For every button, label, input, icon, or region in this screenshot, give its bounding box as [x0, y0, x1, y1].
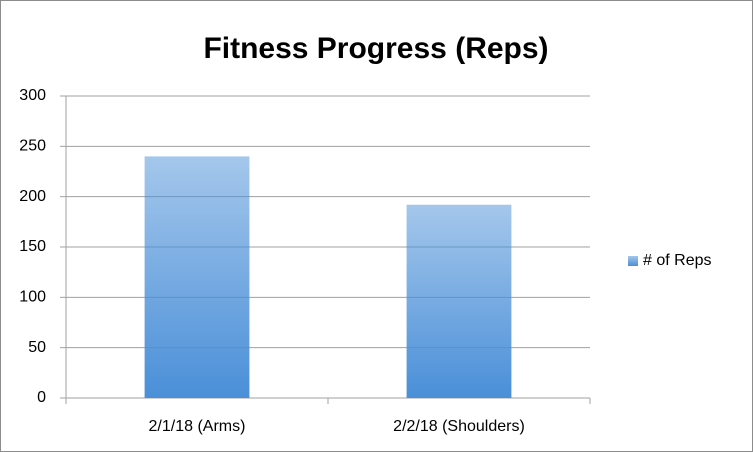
bar: [406, 204, 512, 398]
legend-swatch: [628, 256, 638, 266]
legend-label: # of Reps: [643, 252, 711, 269]
x-tick-label: 2/2/18 (Shoulders): [393, 418, 525, 435]
y-tick-label: 100: [19, 289, 46, 306]
chart-title: Fitness Progress (Reps): [203, 32, 548, 65]
y-tick-label: 50: [28, 339, 46, 356]
y-tick-label: 300: [19, 87, 46, 104]
x-tick-label: 2/1/18 (Arms): [149, 418, 246, 435]
bar: [144, 156, 250, 398]
y-tick-label: 250: [19, 138, 46, 155]
y-tick-label: 200: [19, 188, 46, 205]
y-tick-label: 0: [37, 389, 46, 406]
y-tick-label: 150: [19, 238, 46, 255]
